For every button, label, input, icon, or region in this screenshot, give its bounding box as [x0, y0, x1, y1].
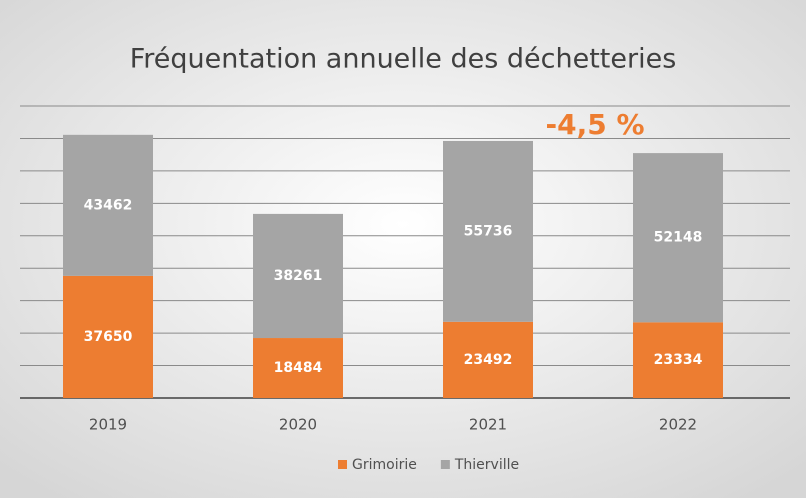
x-tick-label: 2021	[469, 416, 507, 434]
bar-segment	[63, 275, 153, 398]
bar-segment	[253, 338, 343, 398]
data-label: 23492	[464, 352, 513, 368]
bar-segment	[443, 140, 533, 322]
data-label: 38261	[274, 268, 323, 284]
data-label: 23334	[654, 352, 703, 368]
data-label: 52148	[654, 230, 703, 246]
annotation: -4,5 %	[545, 108, 644, 141]
x-tick-label: 2020	[279, 416, 317, 434]
bar-segment	[633, 153, 723, 323]
x-tick-label: 2022	[659, 416, 697, 434]
data-label: 43462	[84, 197, 133, 213]
bar-segment	[63, 134, 153, 276]
bar-segment	[633, 322, 723, 398]
data-label: 37650	[84, 329, 133, 345]
legend-swatch	[338, 460, 347, 469]
chart-title: Fréquentation annuelle des déchetteries	[130, 44, 677, 75]
x-tick-label: 2019	[89, 416, 127, 434]
bar-segment	[253, 213, 343, 339]
legend-swatch	[440, 460, 450, 469]
data-label: 18484	[274, 360, 323, 376]
legend-label: Thierville	[454, 457, 519, 473]
bar-segment	[443, 321, 533, 398]
data-label: 55736	[464, 223, 513, 239]
legend-label: Grimoirie	[352, 457, 417, 473]
